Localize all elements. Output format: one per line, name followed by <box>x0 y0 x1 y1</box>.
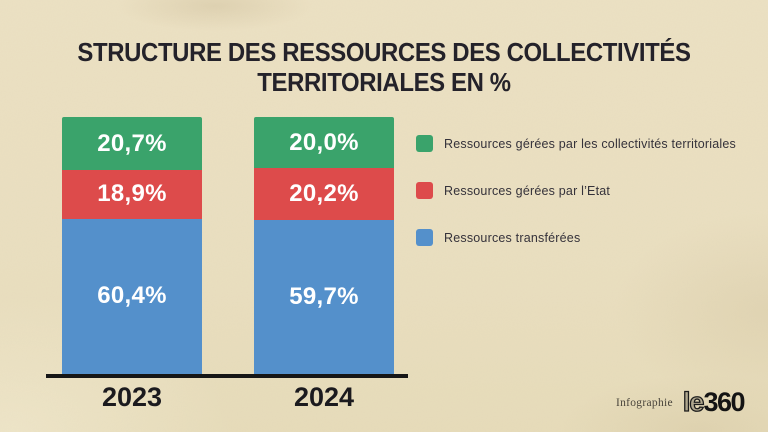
segment-value-label: 20,2% <box>289 180 359 208</box>
segment-collectivites-territoriales-2024: 20,0% <box>254 117 394 169</box>
legend-label-etat: Ressources gérées par l’Etat <box>444 183 611 198</box>
legend-swatch-etat <box>416 182 433 199</box>
chart-title-line2: TERRITORIALES EN % <box>257 67 511 98</box>
segment-collectivites-territoriales-2023: 20,7% <box>62 117 202 171</box>
x-axis-labels: 2023 2024 <box>46 382 424 413</box>
segment-etat-2024: 20,2% <box>254 168 394 221</box>
chart-title: STRUCTURE DES RESSOURCES DES COLLECTIVIT… <box>31 37 738 97</box>
segment-value-label: 59,7% <box>289 283 359 311</box>
segment-transferees-2023: 60,4% <box>62 218 202 374</box>
legend-item-etat: Ressources gérées par l’Etat <box>416 182 736 199</box>
chart-title-line1: STRUCTURE DES RESSOURCES DES COLLECTIVIT… <box>77 37 691 68</box>
legend-item-collectivites-territoriales: Ressources gérées par les collectivités … <box>416 135 736 152</box>
year-label-2023: 2023 <box>101 382 163 412</box>
legend: Ressources gérées par les collectivités … <box>416 135 736 246</box>
legend-label-transferees: Ressources transférées <box>444 230 581 245</box>
stacked-bar-chart: 20,7% 18,9% 60,4% 20,0% 20,2% 59,7% <box>46 117 408 378</box>
footer: Infographie le 360 <box>615 386 746 418</box>
credit-label: Infographie <box>615 396 673 409</box>
bar-2024: 20,0% 20,2% 59,7% <box>254 117 394 374</box>
legend-label-collectivites-territoriales: Ressources gérées par les collectivités … <box>444 136 736 151</box>
segment-value-label: 20,0% <box>289 128 359 156</box>
segment-value-label: 20,7% <box>97 129 167 157</box>
bars: 20,7% 18,9% 60,4% 20,0% 20,2% 59,7% <box>46 117 408 374</box>
le360-logo-le: le <box>682 386 705 417</box>
legend-item-transferees: Ressources transférées <box>416 229 736 246</box>
segment-transferees-2024: 59,7% <box>254 220 394 374</box>
legend-swatch-collectivites-territoriales <box>416 135 433 152</box>
legend-swatch-transferees <box>416 229 433 246</box>
segment-value-label: 18,9% <box>97 180 167 208</box>
year-label-2024: 2024 <box>293 382 355 412</box>
segment-value-label: 60,4% <box>97 282 167 310</box>
le360-logo: le 360 <box>682 386 745 418</box>
segment-etat-2023: 18,9% <box>62 170 202 219</box>
le360-logo-360: 360 <box>703 387 745 417</box>
bar-2023: 20,7% 18,9% 60,4% <box>62 117 202 374</box>
